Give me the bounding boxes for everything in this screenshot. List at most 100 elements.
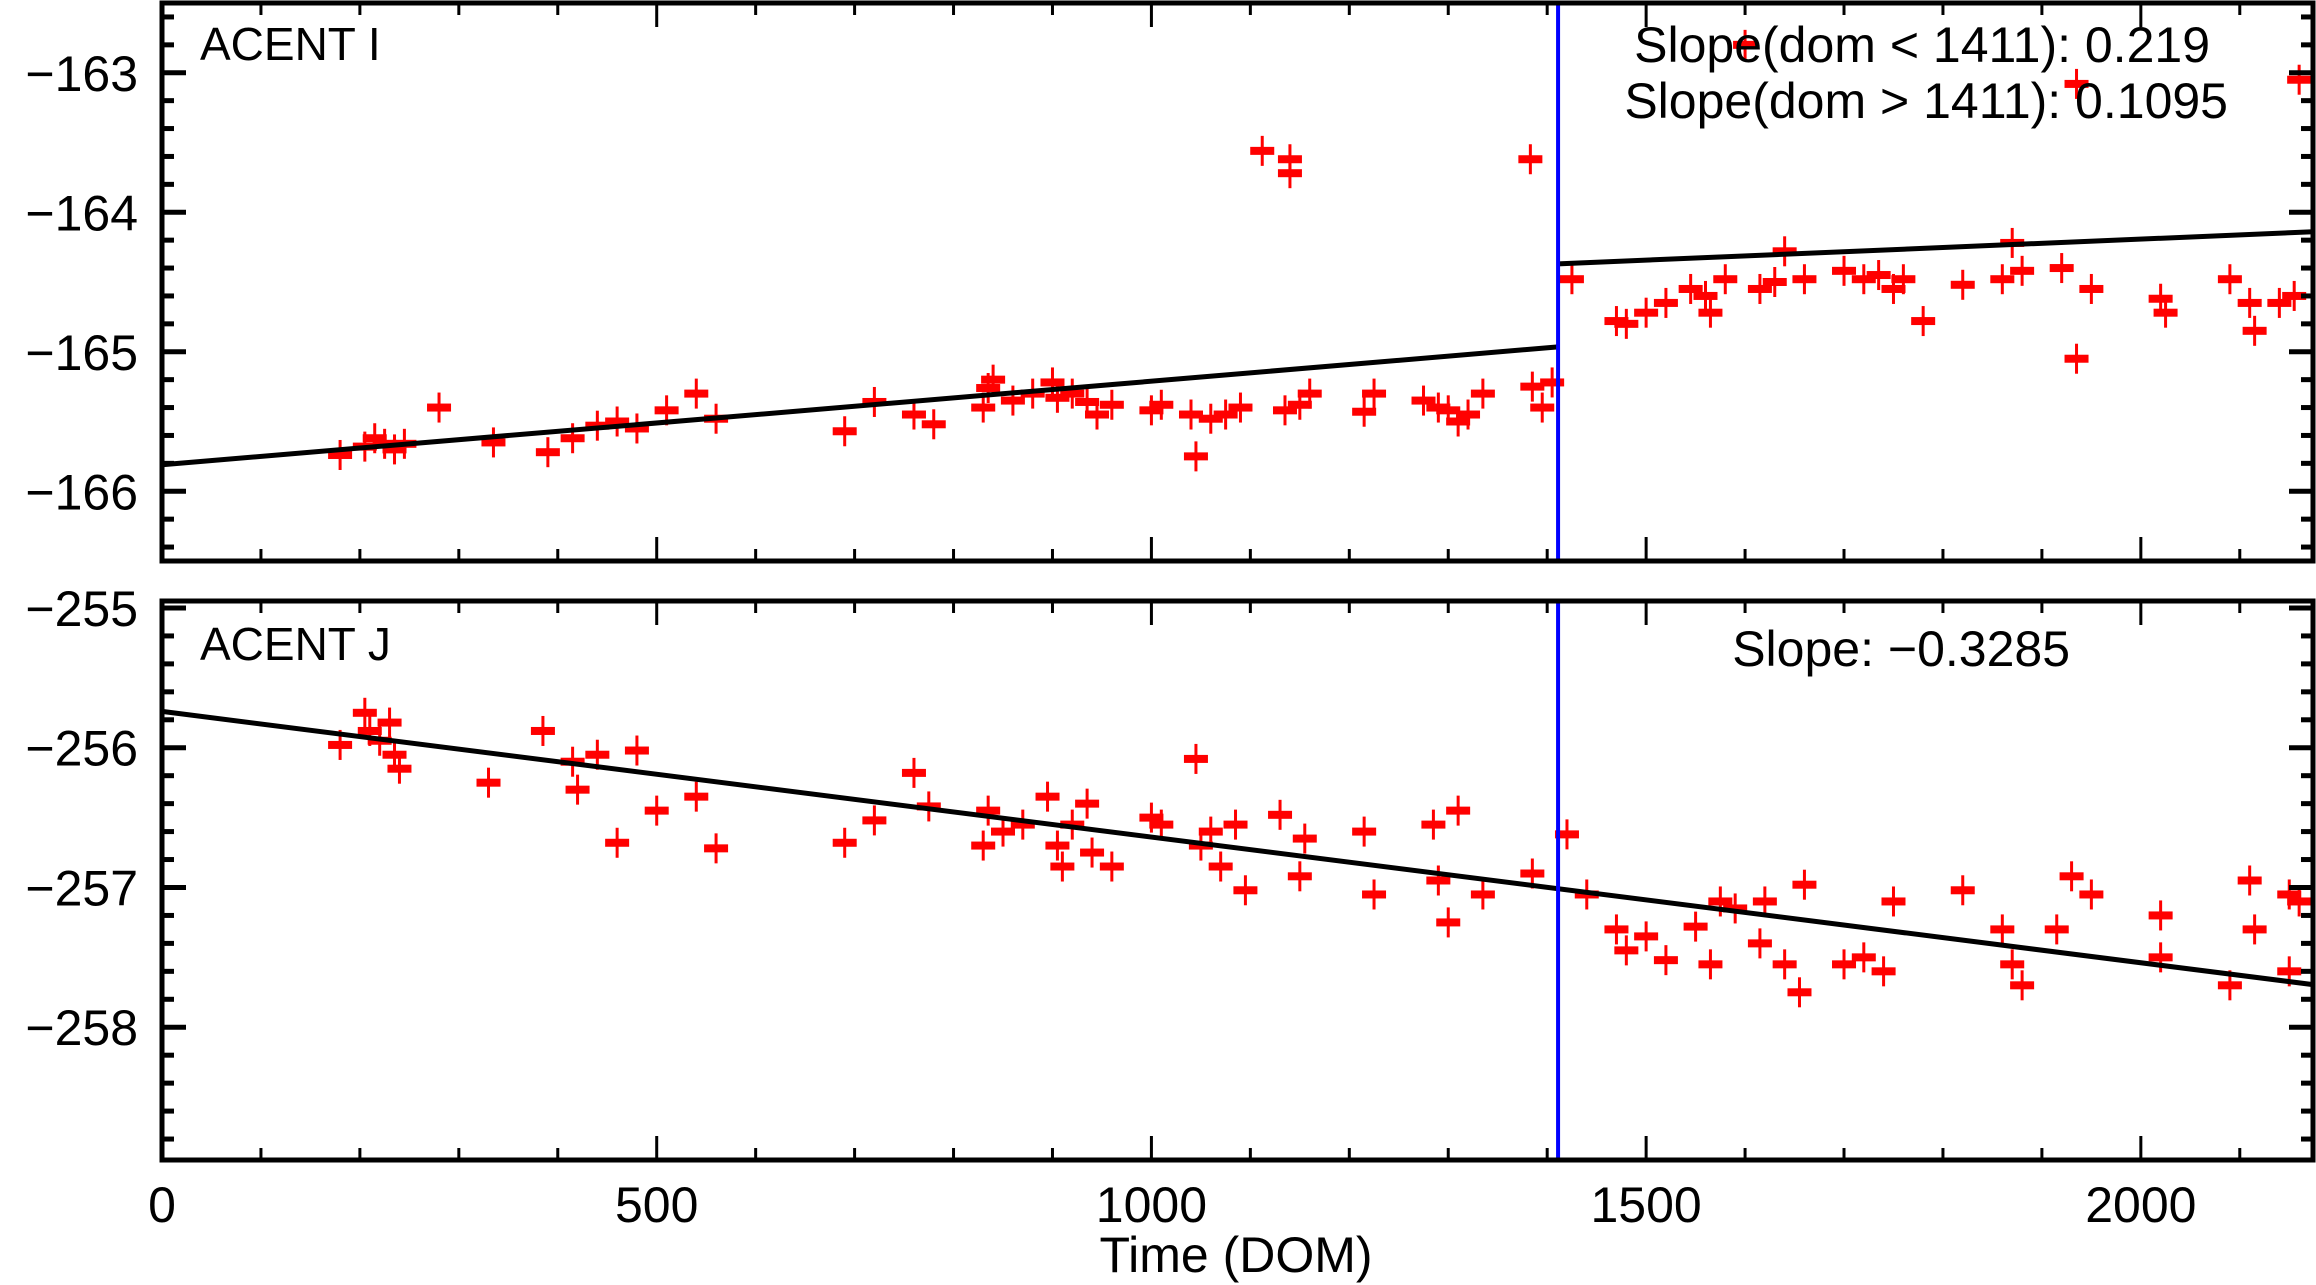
data-points (328, 697, 2312, 1008)
data-point (1518, 144, 1543, 175)
point-vbar (1283, 395, 1287, 426)
data-point (1362, 378, 1387, 409)
data-point (2242, 315, 2267, 346)
data-point (1772, 949, 1797, 980)
data-point (1866, 260, 1891, 291)
data-point (1292, 823, 1317, 854)
data-point (624, 735, 649, 766)
panel-label-acent-j: ACENT J (200, 618, 391, 670)
data-point (1297, 378, 1322, 409)
data-point (1698, 297, 1723, 328)
point-vbar (843, 827, 847, 858)
fit-line (161, 344, 1559, 468)
data-point (644, 795, 669, 826)
point-vbar (1528, 144, 1532, 175)
point-vbar (991, 364, 995, 395)
point-vbar (1921, 306, 1925, 337)
data-point (1540, 367, 1565, 398)
data-point (901, 399, 926, 430)
data-point (1268, 799, 1293, 830)
data-point (1733, 29, 1758, 60)
point-vbar (437, 392, 441, 423)
slope-annotation: Slope: −0.3285 (1732, 621, 2070, 677)
point-vbar (1540, 392, 1544, 423)
point-vbar (912, 399, 916, 430)
data-point (2277, 956, 2302, 987)
point-vbar (1209, 816, 1213, 847)
point-vbar (2228, 970, 2232, 1001)
point-vbar (1708, 297, 1712, 328)
data-point (862, 805, 887, 836)
point-vbar (1481, 378, 1485, 409)
data-point (1832, 255, 1857, 286)
y-axis-ticks (162, 605, 2313, 1142)
point-vbar (1718, 886, 1722, 917)
data-point (1287, 861, 1312, 892)
data-point (1891, 264, 1916, 295)
data-point (1832, 949, 1857, 980)
point-vbar (373, 423, 377, 454)
data-point (1881, 886, 1906, 917)
point-vbar (1961, 875, 1965, 906)
data-point (605, 406, 630, 437)
panel-acent-i: −163 −164 −165 −166 (25, 0, 2316, 564)
point-vbar (576, 774, 580, 805)
point-vbar (388, 707, 392, 738)
data-point (1198, 403, 1223, 434)
point-vbar (1456, 795, 1460, 826)
fit-line (161, 708, 2314, 988)
point-vbar (1085, 788, 1089, 819)
point-vbar (1303, 823, 1307, 854)
data-point (1871, 956, 1896, 987)
data-point (1075, 386, 1100, 417)
point-vbar (1624, 308, 1628, 339)
data-point (1683, 911, 1708, 942)
point-vbar (986, 795, 990, 826)
point-vbar (1372, 378, 1376, 409)
data-point (1792, 869, 1817, 900)
data-point (1411, 385, 1436, 416)
data-point (1614, 935, 1639, 966)
point-vbar (872, 805, 876, 836)
data-point (535, 437, 560, 468)
data-point (1530, 392, 1555, 423)
data-point (1436, 907, 1461, 938)
data-point (1950, 875, 1975, 906)
data-point (2287, 64, 2312, 95)
point-vbar (2253, 914, 2257, 945)
data-point (1723, 893, 1748, 924)
point-vbar (2248, 287, 2252, 318)
data-point (1277, 158, 1302, 189)
data-point (921, 409, 946, 440)
data-point (328, 439, 353, 470)
data-point (1208, 851, 1233, 882)
data-point (1634, 921, 1659, 952)
point-vbar (1189, 399, 1193, 430)
point-vbar (1758, 273, 1762, 304)
point-vbar (912, 757, 916, 788)
data-point (2000, 949, 2025, 980)
point-vbar (2228, 264, 2232, 295)
point-vbar (1891, 273, 1895, 304)
data-point (1708, 886, 1733, 917)
data-point (1000, 385, 1025, 416)
point-vbar (1882, 956, 1886, 987)
point-vbar (2010, 949, 2014, 980)
point-vbar (1758, 928, 1762, 959)
data-point (1634, 297, 1659, 328)
data-point (1223, 809, 1248, 840)
data-point (1693, 280, 1718, 311)
point-vbar (393, 434, 397, 465)
data-point (560, 423, 585, 454)
x-axis-title: Time (DOM) (1099, 1227, 1372, 1283)
point-vbar (615, 406, 619, 437)
data-point (976, 795, 1001, 826)
x-tick-label: 2000 (2085, 1177, 2196, 1233)
point-vbar (1308, 378, 1312, 409)
point-vbar (1644, 921, 1648, 952)
point-vbar (1050, 367, 1054, 398)
point-vbar (487, 767, 491, 798)
y-tick-label: −257 (25, 860, 138, 916)
point-vbar (1149, 395, 1153, 426)
data-point (2010, 255, 2035, 286)
